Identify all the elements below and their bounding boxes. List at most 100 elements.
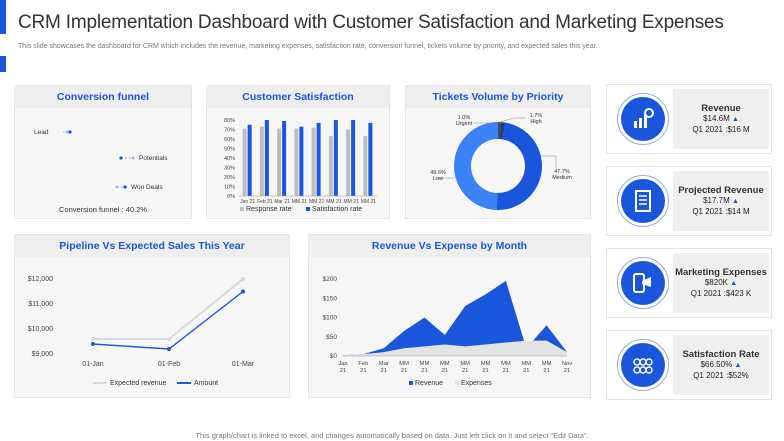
x-tick-label: MM 21 bbox=[326, 199, 342, 205]
x-tick-label: Mar 21 bbox=[274, 199, 290, 205]
y-tick-label: 80% bbox=[224, 118, 235, 124]
x-tick-label-year: 21 bbox=[360, 368, 366, 374]
y-tick-label: $10,000 bbox=[28, 326, 53, 333]
x-tick-label-month: Jan bbox=[338, 361, 347, 367]
x-tick-label-year: 21 bbox=[401, 368, 407, 374]
tickets-volume-panel[interactable]: Tickets Volume by Priority 1.0% Urgent 1.7… bbox=[405, 85, 591, 219]
point-expected-revenue bbox=[241, 277, 245, 281]
x-tick-label-year: 21 bbox=[421, 368, 427, 374]
bar-satisfaction-rate bbox=[247, 124, 252, 196]
funnel-dot-lead-start bbox=[65, 130, 69, 134]
bar-response-rate bbox=[346, 129, 351, 196]
kpi-card-marketing-expenses[interactable]: Marketing Expenses $820K ▲ Q1 2021 :$423… bbox=[606, 248, 772, 318]
x-tick-label: 01-Feb bbox=[158, 361, 180, 368]
x-tick-label-year: 21 bbox=[462, 368, 468, 374]
funnel-dot-potentials-end bbox=[131, 156, 135, 160]
y-tick-label: $0 bbox=[330, 353, 338, 360]
trend-up-icon: ▲ bbox=[731, 116, 739, 123]
pipeline-chart: $9,000 $10,000 $11,000 $12,000 01-Jan 01-Feb 0… bbox=[28, 276, 255, 387]
kpi-value: $820K ▲ bbox=[704, 278, 738, 287]
funnel-label-potentials: Potentials bbox=[139, 155, 168, 162]
label-medium-pct: 47.7% bbox=[554, 169, 570, 175]
point-expected-revenue bbox=[91, 337, 95, 341]
kpi-box-satisfaction-rate: Satisfaction Rate $66.50% ▲ Q1 2021 :$52… bbox=[673, 335, 769, 395]
conversion-funnel-panel[interactable]: Conversion funnel Lead Potentials Won De… bbox=[14, 85, 192, 219]
x-tick-label-month: MM bbox=[481, 361, 491, 367]
x-tick-label-month: MM bbox=[460, 361, 470, 367]
x-tick-label: 01-Jan bbox=[82, 361, 104, 368]
revenue-expense-panel[interactable]: Revenue Vs Expense by Month $0 $50 $100 $15… bbox=[308, 234, 591, 398]
phone-megaphone-icon bbox=[617, 257, 669, 309]
document-icon bbox=[617, 175, 669, 227]
pipeline-title: Pipeline Vs Expected Sales This Year bbox=[15, 235, 289, 257]
x-tick-label: MM 21 bbox=[361, 199, 377, 205]
tickets-volume-title: Tickets Volume by Priority bbox=[406, 86, 590, 108]
x-tick-label-month: MM bbox=[542, 361, 552, 367]
rating-icon bbox=[617, 339, 669, 391]
footer-note: This graph/chart is linked to excel, and… bbox=[195, 431, 589, 440]
slice-low bbox=[453, 122, 498, 210]
x-tick-label-month: MM bbox=[501, 361, 511, 367]
bar-satisfaction-rate bbox=[282, 120, 287, 196]
y-tick-label: 50% bbox=[224, 147, 235, 153]
legend-swatch-revenue bbox=[409, 381, 413, 385]
x-tick-label: MM 21 bbox=[309, 199, 325, 205]
y-tick-label: $11,000 bbox=[28, 301, 53, 308]
slice-medium bbox=[496, 122, 543, 210]
bar-satisfaction-rate bbox=[351, 120, 356, 196]
conversion-funnel-chart: Lead Potentials Won Deals Conversion fun… bbox=[34, 129, 168, 214]
x-tick-label-year: 21 bbox=[442, 368, 448, 374]
conversion-funnel-title: Conversion funnel bbox=[15, 86, 191, 108]
label-high-pct: 1.7% bbox=[530, 113, 543, 119]
x-tick-label-month: MM bbox=[399, 361, 409, 367]
tickets-volume-chart: 1.0%Urgent 1.7%High 49.6%Low 47.7%Medium bbox=[430, 113, 572, 210]
customer-satisfaction-panel[interactable]: Customer Satisfaction 0% 10% 20% 30% 40% 50% 6… bbox=[206, 85, 390, 219]
bar-response-rate bbox=[242, 128, 247, 196]
legend-label-response: Response rate bbox=[246, 206, 292, 213]
legend-swatch-response bbox=[240, 207, 244, 211]
x-tick-label-year: 21 bbox=[523, 368, 529, 374]
pipeline-panel[interactable]: Pipeline Vs Expected Sales This Year $9,… bbox=[14, 234, 290, 398]
point-amount bbox=[167, 347, 171, 351]
bar-satisfaction-rate bbox=[333, 120, 338, 196]
x-tick-label: MM 21 bbox=[343, 199, 359, 205]
y-tick-label: 0% bbox=[227, 194, 235, 200]
x-tick-label: MM 21 bbox=[292, 199, 308, 205]
funnel-label-won: Won Deals bbox=[131, 184, 163, 191]
kpi-previous: Q1 2021 :$423 K bbox=[690, 289, 752, 298]
kpi-previous: Q1 2021 :$14 M bbox=[692, 207, 750, 216]
x-tick-label-year: 21 bbox=[564, 368, 570, 374]
funnel-caption: Conversion funnel : 40.2% bbox=[59, 205, 147, 214]
bar-response-rate bbox=[311, 127, 316, 196]
bar-satisfaction-rate bbox=[368, 122, 373, 196]
x-tick-label: Feb 21 bbox=[257, 199, 273, 205]
funnel-dot-potentials bbox=[119, 156, 123, 160]
revenue-expense-chart: $0$50$100$150$200Jan21Feb21Mar21MM21MM21… bbox=[323, 276, 573, 387]
y-tick-label: 70% bbox=[224, 128, 235, 134]
x-tick-label-month: MM bbox=[420, 361, 430, 367]
x-tick-label-year: 21 bbox=[340, 368, 346, 374]
funnel-dot-lead bbox=[68, 130, 72, 134]
funnel-dot-won bbox=[123, 185, 127, 189]
funnel-label-lead: Lead bbox=[34, 129, 49, 136]
point-expected-revenue bbox=[167, 337, 171, 341]
y-tick-label: 20% bbox=[224, 175, 235, 181]
kpi-box-projected-revenue: Projected Revenue $17.7M ▲ Q1 2021 :$14 … bbox=[673, 171, 769, 231]
y-tick-label: 10% bbox=[224, 185, 235, 191]
kpi-card-satisfaction-rate[interactable]: Satisfaction Rate $66.50% ▲ Q1 2021 :$52… bbox=[606, 330, 772, 400]
trend-up-icon: ▲ bbox=[730, 280, 738, 287]
customer-satisfaction-chart: 0% 10% 20% 30% 40% 50% 60% 70% 80% Jan 21 Feb 21 Ma… bbox=[224, 118, 377, 213]
page-subtitle: This slide showcases the dashboard for C… bbox=[18, 43, 598, 50]
y-tick-label: $9,000 bbox=[32, 351, 54, 358]
legend-label-expenses: Expenses bbox=[461, 380, 492, 387]
legend-label-satisfaction: Satisfaction rate bbox=[312, 206, 362, 213]
kpi-box-revenue: Revenue $14.6M ▲ Q1 2021 :$16 M bbox=[673, 89, 769, 149]
x-tick-label-month: Mar bbox=[379, 361, 389, 367]
bar-response-rate bbox=[294, 128, 299, 196]
label-urgent-name: Urgent bbox=[456, 121, 473, 127]
kpi-box-marketing-expenses: Marketing Expenses $820K ▲ Q1 2021 :$423… bbox=[673, 253, 769, 313]
kpi-card-projected-revenue[interactable]: Projected Revenue $17.7M ▲ Q1 2021 :$14 … bbox=[606, 166, 772, 236]
x-tick-label-year: 21 bbox=[503, 368, 509, 374]
y-tick-label: 60% bbox=[224, 137, 235, 143]
kpi-card-revenue[interactable]: Revenue $14.6M ▲ Q1 2021 :$16 M bbox=[606, 84, 772, 154]
